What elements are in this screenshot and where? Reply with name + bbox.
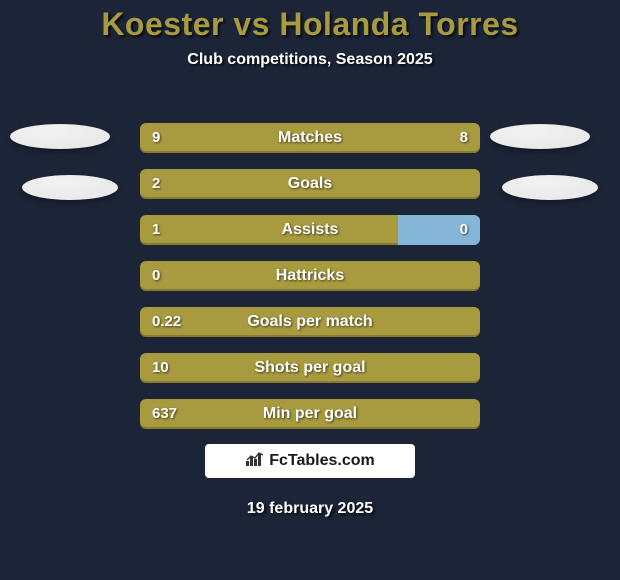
stat-row: Goals per match0.22 — [140, 307, 480, 337]
stat-label: Matches — [140, 123, 480, 153]
stat-label: Goals per match — [140, 307, 480, 337]
branding-text: FcTables.com — [269, 452, 375, 470]
stats-area: Matches98Goals2Assists10Hattricks0Goals … — [140, 123, 480, 445]
chart-icon — [245, 451, 265, 472]
stat-value-right: 0 — [460, 215, 468, 245]
stat-value-left: 0 — [152, 261, 160, 291]
page-subtitle: Club competitions, Season 2025 — [0, 51, 620, 69]
stat-value-left: 9 — [152, 123, 160, 153]
comparison-card: Koester vs Holanda Torres Club competiti… — [0, 0, 620, 580]
stat-value-right: 8 — [460, 123, 468, 153]
stat-label: Goals — [140, 169, 480, 199]
stat-value-left: 10 — [152, 353, 169, 383]
stat-label: Shots per goal — [140, 353, 480, 383]
team-badge-left-1 — [10, 124, 110, 149]
team-badge-right-2 — [502, 175, 598, 200]
stat-row: Min per goal637 — [140, 399, 480, 429]
stat-value-left: 2 — [152, 169, 160, 199]
page-title: Koester vs Holanda Torres — [0, 0, 620, 43]
stat-label: Hattricks — [140, 261, 480, 291]
stat-label: Min per goal — [140, 399, 480, 429]
date-line: 19 february 2025 — [0, 500, 620, 518]
stat-row: Assists1 0 — [140, 215, 480, 245]
stat-label: Assists — [140, 215, 480, 245]
stat-value-left: 637 — [152, 399, 177, 429]
stat-row: Hattricks0 — [140, 261, 480, 291]
stat-value-left: 1 — [152, 215, 160, 245]
stat-row: Shots per goal10 — [140, 353, 480, 383]
stat-row: Goals2 — [140, 169, 480, 199]
stat-row: Matches9 8 — [140, 123, 480, 153]
stat-value-left: 0.22 — [152, 307, 181, 337]
branding-badge[interactable]: FcTables.com — [205, 444, 415, 478]
team-badge-right-1 — [490, 124, 590, 149]
team-badge-left-2 — [22, 175, 118, 200]
